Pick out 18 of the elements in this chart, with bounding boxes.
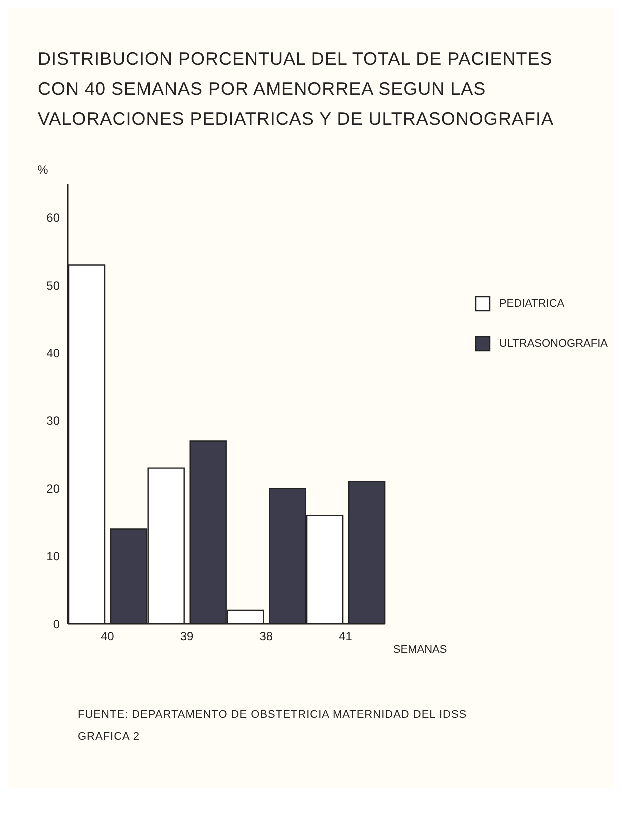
- text: GRAFICA 2: [78, 730, 141, 745]
- y-tick-label: 10: [46, 550, 60, 564]
- y-tick-label: 40: [46, 346, 60, 360]
- y-tick-label: 60: [46, 211, 60, 226]
- y-tick-label: 50: [46, 278, 60, 293]
- y-axis-title: %: [38, 163, 49, 177]
- y-tick-label: 0: [53, 617, 60, 632]
- source-note: FUENTE: DEPARTAMENTO DE OBSTETRICIA MATERNIDAD DEL IDSS: [78, 708, 468, 723]
- x-axis-title: SEMANAS: [393, 644, 448, 656]
- y-tick-label: 30: [46, 414, 60, 428]
- legend-label: ULTRASONOGRAFIA: [499, 337, 608, 352]
- y-tick-label: 20: [46, 482, 60, 496]
- chart-title: DISTRIBUCION PORCENTUAL DEL TOTAL DE PACIENTES CON 40 SEMANAS POR AMENORREA SEGUN LAS VALORACIONES PEDIATRICAS Y DE ULTRASONOGRAFIA: [37, 48, 555, 131]
- x-tick-label: 40: [100, 630, 115, 644]
- x-tick-label: 39: [180, 630, 194, 644]
- x-tick-label: 38: [260, 630, 274, 644]
- legend-label: PEDIATRICA: [499, 297, 565, 312]
- x-tick-label: 41: [339, 630, 353, 644]
